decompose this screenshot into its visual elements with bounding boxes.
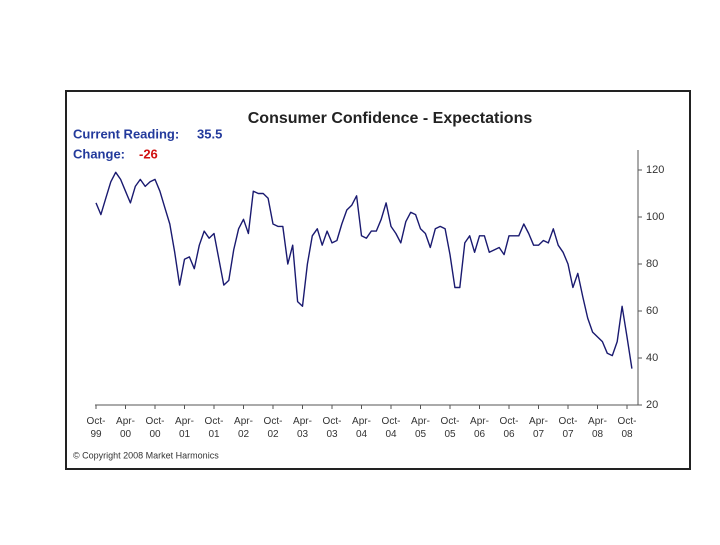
x-tick-label-part: Oct- — [264, 416, 283, 427]
reading-value: 35.5 — [197, 126, 222, 141]
x-tick-label-part: 07 — [533, 429, 545, 440]
x-tick-label-part: 04 — [356, 429, 368, 440]
x-tick-label-part: 03 — [297, 429, 309, 440]
y-tick-label: 120 — [646, 164, 664, 176]
x-tick-label-part: 02 — [238, 429, 250, 440]
reading-label: Current Reading: — [73, 126, 179, 141]
x-tick-label-part: 02 — [267, 429, 279, 440]
x-tick-label: Oct- 03 — [323, 416, 342, 440]
y-tick-label: 20 — [646, 399, 658, 411]
x-tick-label: Oct- 99 — [87, 416, 106, 440]
x-tick-label-part: 08 — [592, 429, 604, 440]
x-tick-label-part: Apr- — [293, 416, 312, 427]
x-tick-label: Apr- 06 — [470, 416, 489, 440]
x-tick-label-part: 03 — [326, 429, 338, 440]
chart-title: Consumer Confidence - Expectations — [248, 110, 533, 127]
x-tick-label-part: 07 — [562, 429, 574, 440]
x-tick-label-part: Oct- — [323, 416, 342, 427]
x-tick-label: Oct- 00 — [146, 416, 165, 440]
x-tick-label-part: 06 — [474, 429, 486, 440]
y-tick-label: 40 — [646, 352, 658, 364]
x-tick-label-part: Apr- — [529, 416, 548, 427]
x-tick-label: Oct- 04 — [382, 416, 401, 440]
x-tick-label: Apr- 03 — [293, 416, 312, 440]
x-tick-label: Apr- 08 — [588, 416, 607, 440]
x-tick-label-part: 00 — [149, 429, 161, 440]
y-tick-label: 100 — [646, 211, 664, 223]
x-tick-label-part: 00 — [120, 429, 132, 440]
change-label: Change: — [73, 146, 125, 161]
x-tick-label-part: Oct- — [500, 416, 519, 427]
x-tick-label-part: 99 — [90, 429, 102, 440]
copyright: © Copyright 2008 Market Harmonics — [73, 450, 219, 460]
x-tick-label: Apr- 04 — [352, 416, 371, 440]
x-tick-label: Oct- 07 — [559, 416, 578, 440]
x-tick-label: Apr- 00 — [116, 416, 135, 440]
change-value: -26 — [139, 146, 158, 161]
x-tick-label: Oct- 05 — [441, 416, 460, 440]
x-tick-label: Oct- 08 — [618, 416, 637, 440]
x-tick-label-part: 04 — [385, 429, 397, 440]
x-tick-label: Apr- 07 — [529, 416, 548, 440]
x-tick-label-part: 08 — [621, 429, 633, 440]
x-tick-label: Oct- 02 — [264, 416, 283, 440]
x-tick-label-part: 01 — [208, 429, 220, 440]
x-tick-label-part: Apr- — [234, 416, 253, 427]
chart-frame — [65, 90, 691, 470]
x-tick-label: Apr- 05 — [411, 416, 430, 440]
x-tick-label-part: Apr- — [588, 416, 607, 427]
x-tick-label-part: Apr- — [470, 416, 489, 427]
x-tick-label-part: Oct- — [205, 416, 224, 427]
x-tick-label-part: Apr- — [116, 416, 135, 427]
x-tick-label-part: Oct- — [382, 416, 401, 427]
x-tick-label-part: Apr- — [352, 416, 371, 427]
x-tick-label-part: 05 — [415, 429, 427, 440]
x-tick-label-part: 01 — [179, 429, 191, 440]
x-tick-label-part: 06 — [503, 429, 515, 440]
x-tick-label: Apr- 02 — [234, 416, 253, 440]
series-line — [95, 171, 633, 369]
x-tick-label-part: Oct- — [559, 416, 578, 427]
y-tick-label: 80 — [646, 258, 658, 270]
y-tick-label: 60 — [646, 305, 658, 317]
x-tick-label-part: Oct- — [441, 416, 460, 427]
x-tick-label: Oct- 06 — [500, 416, 519, 440]
x-tick-label-part: Oct- — [146, 416, 165, 427]
x-tick-label: Apr- 01 — [175, 416, 194, 440]
x-tick-label-part: Apr- — [175, 416, 194, 427]
x-tick-label-part: 05 — [444, 429, 456, 440]
x-tick-label: Oct- 01 — [205, 416, 224, 440]
x-tick-label-part: Oct- — [618, 416, 637, 427]
x-tick-label-part: Apr- — [411, 416, 430, 427]
x-tick-label-part: Oct- — [87, 416, 106, 427]
